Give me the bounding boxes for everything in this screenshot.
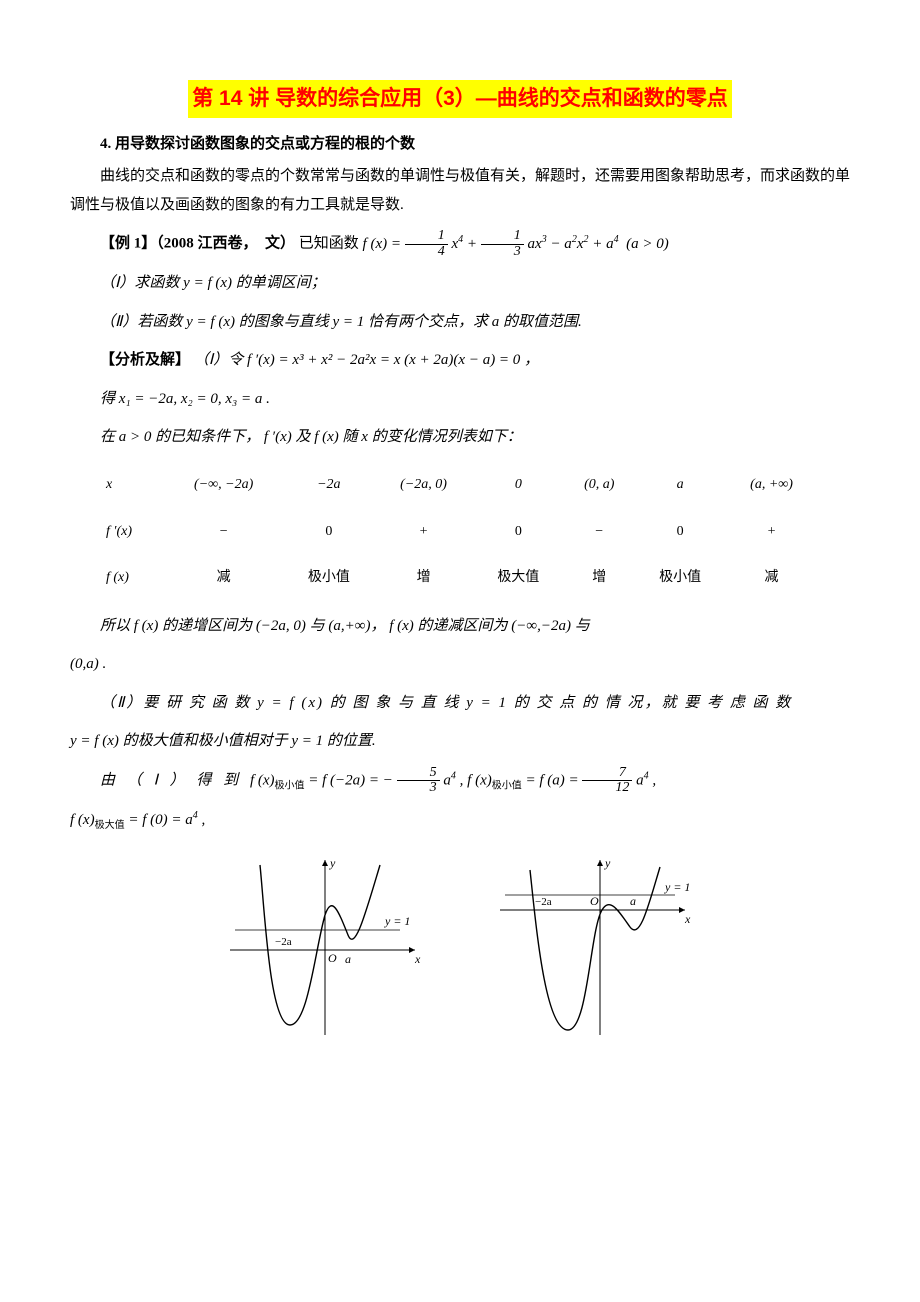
- example-label: 【例 1】（2008 江西卷， 文）: [100, 236, 295, 252]
- question-2: （Ⅱ）若函数 y = f (x) 的图象与直线 y = 1 恰有两个交点，求 a…: [70, 308, 850, 337]
- solution-p1: 【分析及解】 （Ⅰ）令 f ′(x) = x³ + x² − 2a²x = x …: [70, 346, 850, 375]
- svg-text:x: x: [414, 952, 421, 966]
- example-1-statement: 【例 1】（2008 江西卷， 文） 已知函数 f (x) = 14 x4 + …: [70, 229, 850, 259]
- graph-2: x y O y = 1 −2a a: [490, 855, 700, 1045]
- svg-text:−2a: −2a: [535, 896, 552, 908]
- svg-text:a: a: [630, 894, 636, 908]
- part2-line-b: y = f (x) 的极大值和极小值相对于 y = 1 的位置.: [70, 727, 850, 756]
- sign-table: x(−∞, −2a)−2a(−2a, 0)0(0, a)a(a, +∞) f ′…: [100, 462, 818, 602]
- graph-1: x y O y = 1 −2a a: [220, 855, 430, 1045]
- svg-text:x: x: [684, 912, 691, 926]
- extrema-line-2: f (x)极大值 = f (0) = a4 ,: [70, 806, 850, 835]
- table-row: x(−∞, −2a)−2a(−2a, 0)0(0, a)a(a, +∞): [100, 462, 818, 509]
- svg-text:y: y: [604, 856, 611, 870]
- svg-text:y = 1: y = 1: [384, 914, 410, 928]
- conclusion-1a: 所以 f (x) 的递增区间为 (−2a, 0) 与 (a,+∞)， f (x)…: [70, 612, 850, 641]
- lesson-title: 第 14 讲 导数的综合应用（3）—曲线的交点和函数的零点: [188, 80, 732, 118]
- svg-text:y: y: [329, 856, 336, 870]
- svg-text:O: O: [328, 951, 337, 965]
- svg-text:−2a: −2a: [275, 936, 292, 948]
- svg-text:O: O: [590, 894, 599, 908]
- extrema-line-1: 由 （ Ⅰ ） 得 到 f (x)极小值 = f (−2a) = − 53 a4…: [70, 766, 850, 796]
- solution-p2: 得 x₁ = −2a, x₂ = 0, x₃ = a .: [70, 385, 850, 414]
- function-expr: f (x) = 14 x4 + 13 ax3 − a2x2 + a4 (a > …: [363, 236, 669, 252]
- function-def-prefix: 已知函数: [299, 236, 363, 252]
- section-heading: 4. 用导数探讨函数图象的交点或方程的根的个数: [70, 130, 850, 159]
- intro-paragraph: 曲线的交点和函数的零点的个数常常与函数的单调性与极值有关，解题时，还需要用图象帮…: [70, 162, 850, 219]
- svg-text:y = 1: y = 1: [664, 880, 690, 894]
- solution-label: 【分析及解】: [100, 352, 190, 368]
- solution-p3: 在 a > 0 的已知条件下， f ′(x) 及 f (x) 随 x 的变化情况…: [70, 423, 850, 452]
- svg-text:a: a: [345, 952, 351, 966]
- table-row: f ′(x)−0+0−0+: [100, 509, 818, 556]
- graph-row: x y O y = 1 −2a a x y O y = 1 −2a a: [70, 855, 850, 1045]
- table-row: f (x)减极小值增极大值增极小值减: [100, 555, 818, 602]
- conclusion-1b: (0,a) .: [70, 650, 850, 679]
- part2-line-a: （Ⅱ）要 研 究 函 数 y = f (x) 的 图 象 与 直 线 y = 1…: [70, 689, 850, 718]
- question-1: （Ⅰ）求函数 y = f (x) 的单调区间；: [70, 269, 850, 298]
